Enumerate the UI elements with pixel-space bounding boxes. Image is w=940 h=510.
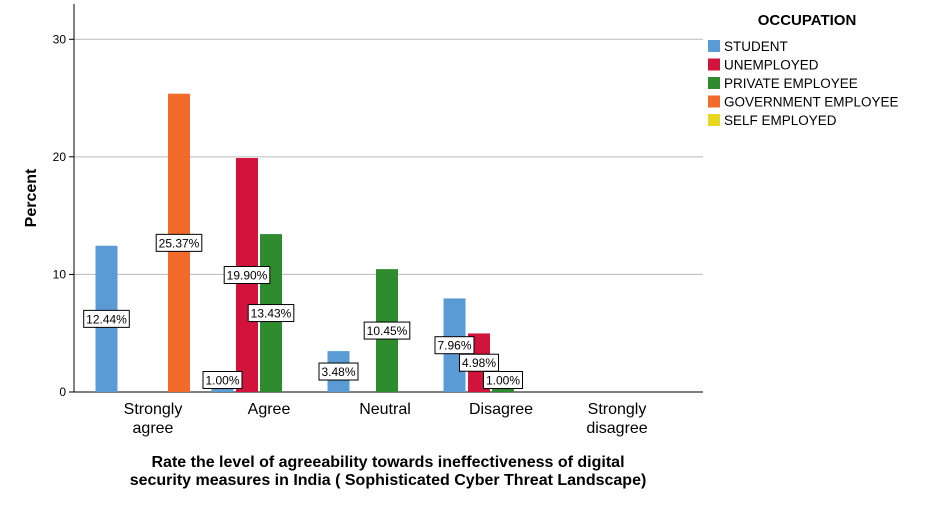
data-label: 19.90%: [227, 269, 268, 283]
legend-swatch: [708, 95, 720, 108]
x-tick-label: Agree: [248, 401, 291, 418]
legend-entry: GOVERNMENT EMPLOYEE: [724, 95, 899, 110]
data-label: 10.45%: [367, 324, 408, 338]
data-label-box: [155, 233, 203, 252]
legend-entry: SELF EMPLOYED: [724, 113, 837, 128]
data-label-box: [202, 371, 243, 389]
legend-swatch: [708, 40, 720, 52]
y-tick-label: 20: [53, 150, 67, 164]
data-label: 4.98%: [462, 356, 496, 370]
x-axis-label: Rate the level of agreeability towards i…: [151, 454, 624, 471]
y-tick-label: 10: [53, 267, 67, 281]
data-label: 13.43%: [251, 307, 292, 321]
data-label: 25.37%: [159, 236, 200, 250]
x-tick-label: Strongly: [124, 401, 183, 418]
data-label: 12.44%: [86, 312, 127, 326]
legend-title: OCCUPATION: [758, 12, 857, 29]
data-label-box: [247, 304, 295, 323]
x-tick-label: Disagree: [469, 401, 533, 418]
data-label-box: [363, 321, 411, 340]
data-label: 3.48%: [321, 365, 355, 379]
legend-entry: PRIVATE EMPLOYEE: [724, 76, 858, 91]
y-tick-label: 0: [59, 385, 66, 399]
data-label-box: [223, 266, 271, 285]
data-label-box: [318, 362, 359, 381]
x-tick-label: Strongly: [588, 401, 647, 418]
legend-entry: STUDENT: [724, 39, 788, 54]
data-label-box: [83, 309, 130, 328]
x-tick-label: disagree: [586, 420, 647, 437]
y-axis-label: Percent: [23, 168, 40, 227]
data-label-box: [483, 371, 523, 389]
legend-swatch: [708, 114, 720, 126]
data-label: 1.00%: [205, 374, 239, 388]
data-label-box: [434, 336, 475, 355]
x-tick-label: Neutral: [359, 401, 411, 418]
legend-swatch: [708, 77, 720, 89]
x-tick-label: agree: [133, 420, 174, 437]
data-label: 7.96%: [437, 339, 471, 353]
x-axis-label: security measures in India ( Sophisticat…: [130, 472, 647, 489]
legend-entry: UNEMPLOYED: [724, 58, 819, 73]
legend-swatch: [708, 58, 720, 71]
data-label: 1.00%: [486, 374, 520, 388]
y-tick-label: 30: [53, 32, 67, 46]
data-label-box: [459, 353, 499, 372]
